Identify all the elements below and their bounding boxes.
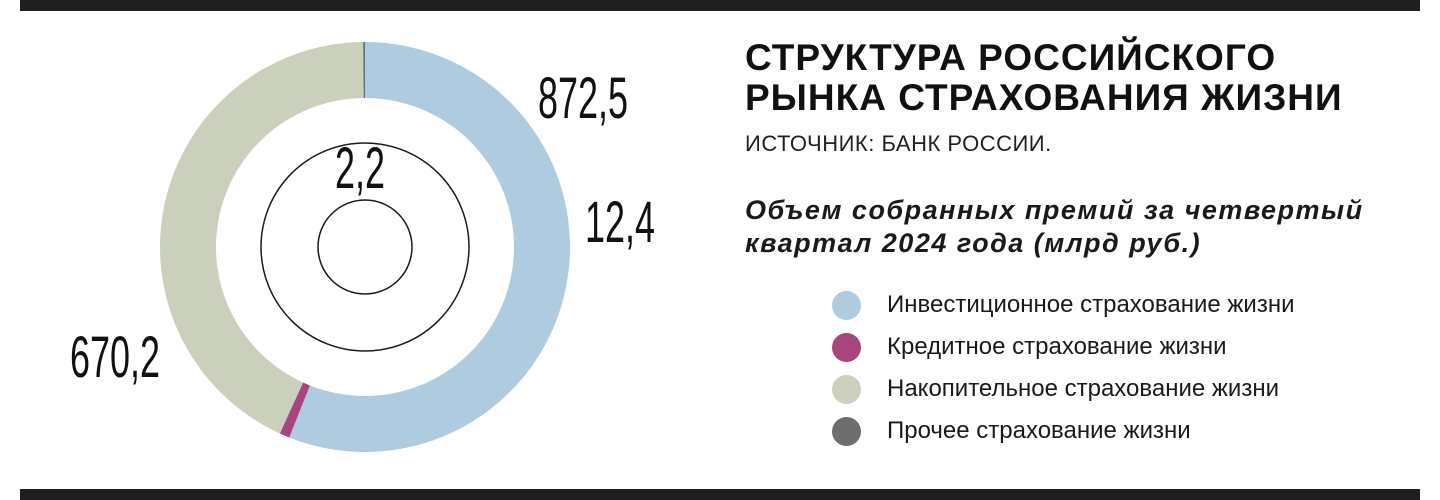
center-ring-inner (317, 199, 413, 295)
bottom-rule (20, 489, 1420, 500)
center-rings (260, 142, 470, 352)
legend-item-savings: Накопительное страхование жизни (832, 368, 1295, 410)
data-label-other: 2,2 (335, 136, 385, 201)
title-line-1: СТРУКТУРА РОССИЙСКОГО (745, 37, 1277, 78)
chart-legend: Инвестиционное страхование жизни Кредитн… (832, 284, 1295, 452)
data-label-savings: 670,2 (70, 325, 160, 390)
legend-label-savings: Накопительное страхование жизни (887, 375, 1279, 402)
center-ring-outer (260, 142, 470, 352)
legend-swatch-savings (832, 374, 861, 404)
donut-chart: 872,5 12,4 670,2 2,2 (70, 42, 655, 453)
donut-slice-savings (159, 42, 364, 434)
legend-item-credit: Кредитное страхование жизни (832, 326, 1295, 368)
source-note: ИСТОЧНИК: БАНК РОССИИ. (745, 131, 1052, 156)
legend-item-other: Прочее страхование жизни (832, 410, 1295, 452)
title-line-2: РЫНКА СТРАХОВАНИЯ ЖИЗНИ (745, 77, 1343, 118)
data-label-credit: 12,4 (585, 190, 655, 255)
subtitle-line-2: квартал 2024 года (млрд руб.) (745, 228, 1202, 258)
donut-slices (159, 42, 571, 453)
page-title: СТРУКТУРА РОССИЙСКОГО РЫНКА СТРАХОВАНИЯ … (745, 38, 1425, 118)
legend-label-investment: Инвестиционное страхование жизни (887, 291, 1295, 318)
donut-slice-other (363, 42, 365, 99)
legend-item-investment: Инвестиционное страхование жизни (832, 284, 1295, 326)
subtitle-line-1: Объем собранных премий за четвертый (745, 195, 1364, 225)
legend-label-other: Прочее страхование жизни (887, 417, 1191, 444)
donut-slice-investment (289, 42, 571, 453)
donut-slice-credit (279, 382, 310, 438)
data-label-investment: 872,5 (538, 66, 628, 131)
legend-swatch-other (832, 416, 861, 446)
legend-label-credit: Кредитное страхование жизни (887, 333, 1227, 360)
legend-swatch-investment (832, 290, 861, 320)
chart-subtitle: Объем собранных премий за четвертый квар… (745, 194, 1425, 260)
top-rule (20, 0, 1420, 11)
legend-swatch-credit (832, 332, 861, 362)
